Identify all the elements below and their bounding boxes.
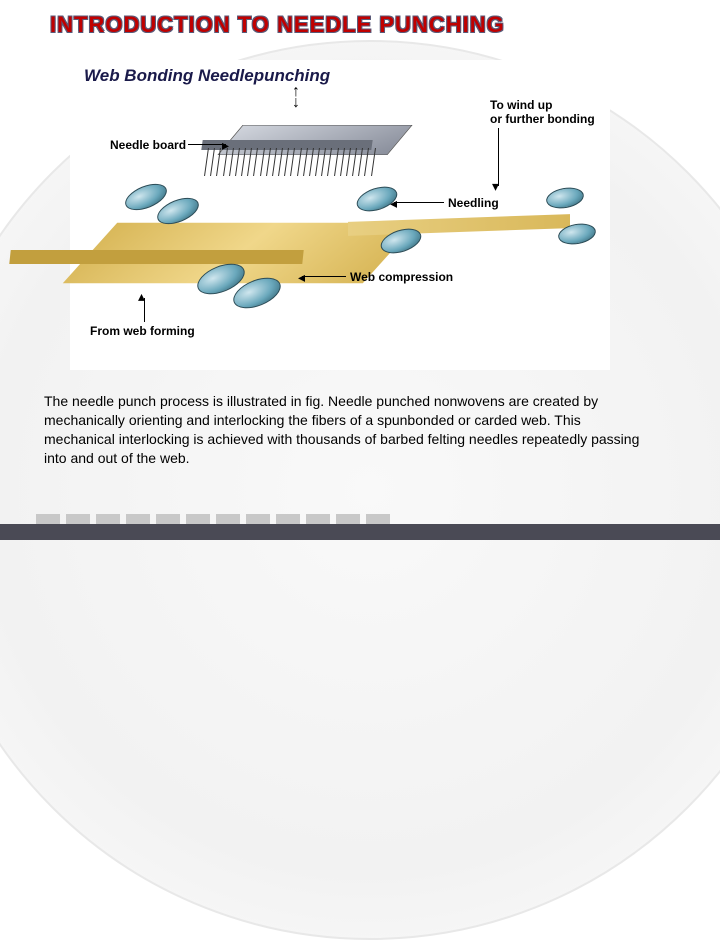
arrow-up-icon: ▴ [138,288,145,305]
body-paragraph: The needle punch process is illustrated … [44,392,654,468]
needle-icon [358,148,363,176]
needles-group [204,148,376,176]
needle-icon [235,148,240,176]
arrow-left-icon: ◂ [390,195,397,212]
needle-icon [272,148,277,176]
leader-line [188,144,226,145]
motion-arrows-icon: ↑↓ [292,86,300,108]
footer-dark-bar [0,524,720,540]
arrow-right-icon: ▸ [222,137,229,154]
needle-icon [229,148,234,176]
roller-windup-top [545,185,586,211]
leader-line [302,276,346,277]
footer-block [276,514,300,524]
label-from-web-forming: From web forming [90,324,195,338]
needle-icon [340,148,345,176]
footer-block [246,514,270,524]
footer-block [336,514,360,524]
needle-icon [204,148,209,176]
label-needle-board: Needle board [110,138,186,152]
footer-block [216,514,240,524]
needle-icon [266,148,271,176]
footer-block [156,514,180,524]
arrow-left-icon: ◂ [298,269,305,286]
needle-icon [216,148,221,176]
footer-decor-blocks [36,514,390,524]
needle-icon [352,148,357,176]
label-needling: Needling [448,196,499,210]
needle-icon [334,148,339,176]
web-sheet-side [9,250,303,264]
footer-block [66,514,90,524]
footer-block [366,514,390,524]
needle-icon [297,148,302,176]
needle-icon [290,148,295,176]
arrow-down-icon: ▾ [492,178,499,195]
needle-icon [371,148,376,176]
needle-icon [241,148,246,176]
needle-icon [365,148,370,176]
needle-icon [327,148,332,176]
footer-block [126,514,150,524]
web-sheet-output [348,214,570,236]
footer-block [96,514,120,524]
slide-title: INTRODUCTION TO NEEDLE PUNCHING [50,12,505,38]
needle-icon [278,148,283,176]
footer-block [306,514,330,524]
needle-icon [315,148,320,176]
needle-icon [253,148,258,176]
leader-line [394,202,444,203]
needle-icon [247,148,252,176]
label-web-compression: Web compression [350,270,453,284]
diagram-container: Web Bonding Needlepunching [70,60,610,370]
needle-icon [284,148,289,176]
needle-icon [260,148,265,176]
needle-icon [210,148,215,176]
label-to-windup: To wind up or further bonding [490,98,595,127]
needle-icon [321,148,326,176]
footer-block [36,514,60,524]
needle-icon [303,148,308,176]
needle-icon [309,148,314,176]
diagram-canvas: ↑↓ Needle board ▸ To wind up or further … [70,90,610,370]
footer-block [186,514,210,524]
needle-icon [346,148,351,176]
slide-footer [0,510,720,540]
